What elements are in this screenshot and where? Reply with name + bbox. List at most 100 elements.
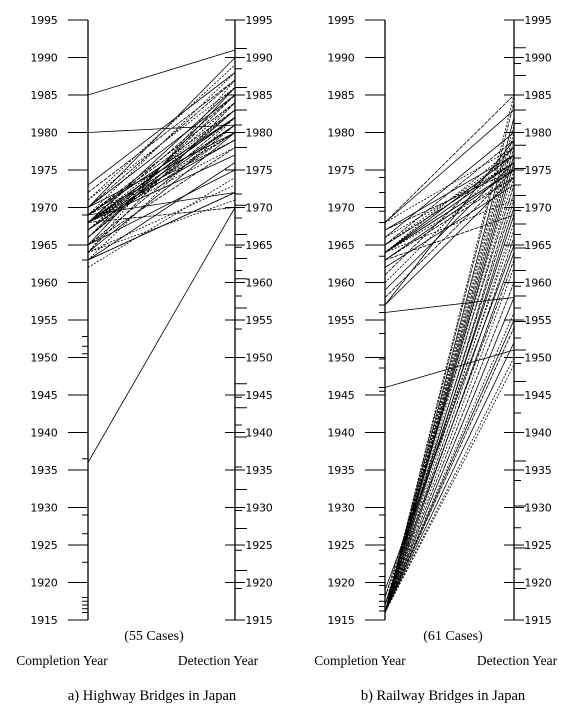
- railway-detection-tick-label: 1920: [524, 577, 551, 590]
- highway-case-line: [87, 64, 236, 201]
- railway-detection-tick-label: 1975: [524, 164, 551, 177]
- highway-completion-tick-label: 1990: [30, 52, 57, 65]
- railway-case-line: [384, 177, 515, 613]
- railway-detection-tick-label: 1995: [524, 14, 551, 27]
- highway-case-line: [87, 87, 236, 223]
- railway-case-line: [384, 214, 515, 261]
- railway-case-line: [384, 169, 515, 253]
- highway-case-line: [87, 124, 236, 231]
- highway-case-line: [87, 147, 236, 246]
- highway-case-line: [87, 184, 236, 253]
- railway-completion-tick-label: 1975: [327, 164, 354, 177]
- railway-case-line: [384, 342, 515, 613]
- highway-detection-tick-label: 1980: [245, 127, 272, 140]
- railway-case-line: [384, 109, 515, 223]
- railway-completion-tick-label: 1920: [327, 577, 354, 590]
- highway-case-lines: [87, 49, 236, 463]
- railway-completion-tick-label: 1915: [327, 614, 354, 627]
- railway-completion-tick-label: 1950: [327, 352, 354, 365]
- highway-case-line: [87, 117, 236, 223]
- railway-completion-tick-label: 1960: [327, 277, 354, 290]
- railway-completion-tick-label: 1930: [327, 502, 354, 515]
- railway-detection-tick-label: 1935: [524, 464, 551, 477]
- railway-case-line: [384, 364, 515, 613]
- railway-case-line: [384, 169, 515, 261]
- railway-case-line: [384, 154, 515, 613]
- railway-case-line: [384, 94, 515, 223]
- railway-case-lines: [384, 94, 515, 613]
- railway-case-line: [384, 169, 515, 606]
- railway-completion-tick-label: 1965: [327, 239, 354, 252]
- railway-case-line: [384, 162, 515, 253]
- highway-completion-tick-label: 1930: [30, 502, 57, 515]
- highway-detection-tick-label: 1915: [245, 614, 272, 627]
- highway-case-line: [87, 87, 236, 201]
- highway-completion-tick-label: 1945: [30, 389, 57, 402]
- highway-detection-tick-label: 1930: [245, 502, 272, 515]
- highway-detection-tick-label: 1965: [245, 239, 272, 252]
- railway-completion-tick-label: 1980: [327, 127, 354, 140]
- railway-detection-tick-label: 1945: [524, 389, 551, 402]
- highway-bridges-panel: 1915 1915 1920 1920 1925 1925 1930 1930 1935 1935…: [30, 14, 273, 627]
- railway-case-line: [384, 327, 515, 613]
- railway-detection-tick-label: 1960: [524, 277, 551, 290]
- railway-case-line: [384, 297, 515, 613]
- highway-completion-tick-label: 1970: [30, 202, 57, 215]
- railway-detection-tick-label: 1930: [524, 502, 551, 515]
- highway-panel-title: a) Highway Bridges in Japan: [68, 688, 237, 704]
- railway-case-line: [384, 132, 515, 613]
- railway-detection-tick-label: 1915: [524, 614, 551, 627]
- railway-detection-tick-label: 1980: [524, 127, 551, 140]
- highway-case-line: [87, 162, 236, 261]
- highway-completion-tick-label: 1955: [30, 314, 57, 327]
- highway-detection-tick-label: 1945: [245, 389, 272, 402]
- highway-case-line: [87, 177, 236, 268]
- railway-case-line: [384, 147, 515, 223]
- railway-bridges-panel: 1915 1915 1920 1920 1925 1925 1930 1930 1935 1935…: [327, 14, 552, 627]
- highway-case-line: [87, 154, 236, 223]
- railway-case-line: [384, 237, 515, 613]
- railway-detection-tick-label: 1950: [524, 352, 551, 365]
- highway-completion-tick-label: 1985: [30, 89, 57, 102]
- highway-case-line: [87, 139, 236, 223]
- highway-detection-tick-label: 1955: [245, 314, 272, 327]
- railway-completion-tick-label: 1970: [327, 202, 354, 215]
- highway-detection-tick-label: 1970: [245, 202, 272, 215]
- highway-completion-tick-label: 1965: [30, 239, 57, 252]
- highway-completion-tick-label: 1915: [30, 614, 57, 627]
- highway-detection-tick-label: 1920: [245, 577, 272, 590]
- railway-completion-tick-label: 1935: [327, 464, 354, 477]
- railway-completion-tick-label: 1995: [327, 14, 354, 27]
- railway-detection-tick-label: 1970: [524, 202, 551, 215]
- highway-case-count-label: (55 Cases): [124, 629, 184, 644]
- highway-case-line: [87, 169, 236, 246]
- highway-case-line: [87, 207, 236, 463]
- railway-detection-tick-label: 1965: [524, 239, 551, 252]
- railway-case-line: [384, 267, 515, 613]
- highway-case-line: [87, 72, 236, 186]
- highway-completion-tick-label: 1950: [30, 352, 57, 365]
- highway-case-line: [87, 192, 236, 261]
- railway-completion-tick-label: 1925: [327, 539, 354, 552]
- railway-detection-tick-label: 1925: [524, 539, 551, 552]
- railway-case-line: [384, 154, 515, 231]
- highway-completion-tick-label: 1920: [30, 577, 57, 590]
- railway-completion-tick-label: 1945: [327, 389, 354, 402]
- highway-detection-tick-label: 1925: [245, 539, 272, 552]
- highway-case-line: [87, 102, 236, 216]
- highway-detection-tick-label: 1975: [245, 164, 272, 177]
- highway-completion-tick-label: 1960: [30, 277, 57, 290]
- highway-detection-tick-label: 1940: [245, 427, 272, 440]
- highway-detection-tick-label: 1995: [245, 14, 272, 27]
- railway-case-line: [384, 282, 515, 613]
- railway-detection-tick-label: 1940: [524, 427, 551, 440]
- railway-case-line: [384, 177, 515, 261]
- highway-completion-tick-label: 1925: [30, 539, 57, 552]
- railway-completion-tick-label: 1985: [327, 89, 354, 102]
- highway-detection-tick-label: 1985: [245, 89, 272, 102]
- railway-detection-year-axis-label: Detection Year: [477, 653, 558, 668]
- highway-case-line: [87, 117, 236, 238]
- railway-case-line: [384, 357, 515, 613]
- railway-case-line: [384, 192, 515, 613]
